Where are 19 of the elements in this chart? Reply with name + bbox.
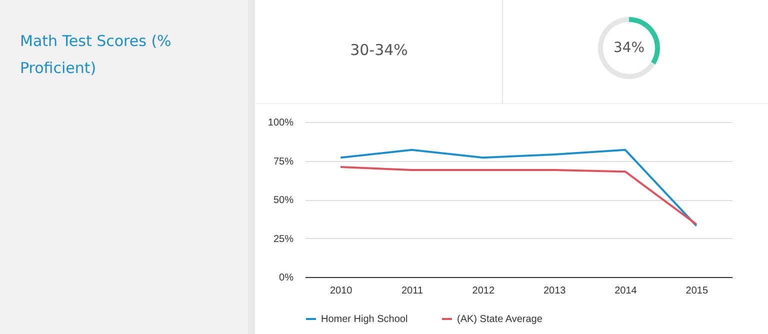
x-tick-label: 2015 (686, 286, 708, 296)
text: 34% (612, 39, 646, 58)
y-tick-label: 100% (268, 118, 294, 128)
line-series (340, 166, 698, 226)
line-series (340, 148, 698, 227)
x-tick-label: 2014 (614, 286, 638, 296)
x-tick-label: 2013 (543, 286, 566, 296)
legend-label: Homer High School (321, 314, 408, 325)
legend-label: (AK) State Average (457, 314, 543, 325)
y-tick-label: 50% (273, 195, 294, 206)
y-tick-label: 0% (279, 272, 294, 284)
x-tick-label: 2012 (472, 286, 495, 296)
y-tick-label: 25% (273, 234, 294, 245)
text: Math Test Scores (% Proficient) (20, 31, 172, 79)
text: 30-34% (349, 40, 409, 61)
y-tick-label: 75% (273, 156, 294, 168)
x-tick-label: 2010 (330, 286, 353, 296)
donut-slice (598, 17, 656, 79)
x-tick-label: 2011 (401, 286, 424, 296)
